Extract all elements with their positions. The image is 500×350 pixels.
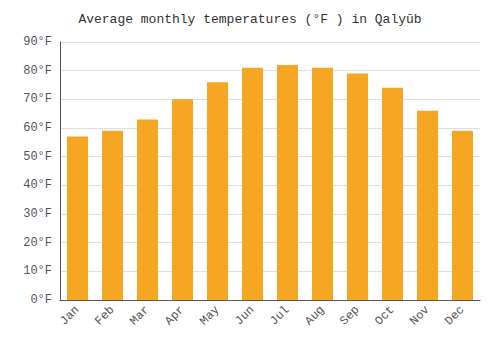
- svg-text:10°F: 10°F: [23, 264, 52, 278]
- svg-text:Nov: Nov: [407, 303, 432, 328]
- svg-text:Oct: Oct: [372, 303, 397, 328]
- svg-text:0°F: 0°F: [30, 293, 52, 307]
- svg-text:50°F: 50°F: [23, 150, 52, 164]
- svg-text:Jul: Jul: [267, 303, 292, 328]
- svg-text:Apr: Apr: [162, 303, 187, 328]
- svg-text:May: May: [197, 303, 222, 328]
- svg-text:80°F: 80°F: [23, 64, 52, 78]
- svg-text:90°F: 90°F: [23, 35, 52, 49]
- svg-text:Dec: Dec: [442, 303, 467, 328]
- svg-text:Sep: Sep: [337, 303, 362, 328]
- svg-text:Feb: Feb: [92, 303, 117, 328]
- svg-text:40°F: 40°F: [23, 178, 52, 192]
- svg-text:Mar: Mar: [127, 303, 152, 328]
- svg-text:30°F: 30°F: [23, 207, 52, 221]
- svg-text:Jun: Jun: [232, 303, 257, 328]
- svg-text:Jan: Jan: [57, 303, 82, 328]
- svg-text:Average monthly temperatures (: Average monthly temperatures (°F ) in Qa…: [78, 12, 421, 27]
- svg-text:60°F: 60°F: [23, 121, 52, 135]
- svg-text:20°F: 20°F: [23, 236, 52, 250]
- svg-text:Aug: Aug: [302, 303, 327, 328]
- svg-text:70°F: 70°F: [23, 92, 52, 106]
